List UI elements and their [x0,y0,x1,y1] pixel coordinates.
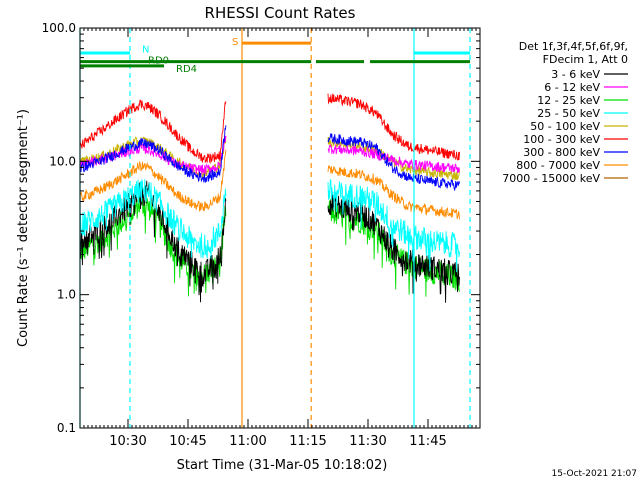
axes: 0.1 1.0 10.0 100.0 10:30 10:45 11:00 11:15 11:30… [42,21,481,449]
plot-frame [79,27,481,429]
legend-entry-label: 25 - 50 keV [537,107,600,120]
legend-entry-label: 3 - 6 keV [551,68,600,81]
series-800-7000-kev-segment-1 [79,149,227,212]
x-tick-label: 10:45 [169,434,206,449]
legend-header-line-1: Det 1f,3f,4f,5f,6f,9f, [519,40,628,53]
series-300-800-kev-segment-1 [79,125,227,183]
series-3-6-kev-segment-2 [327,192,460,303]
footer-timestamp: 15-Oct-2021 21:07 [552,469,637,479]
flag-label-n: N [142,45,149,56]
series-800-7000-kev-segment-2 [327,165,460,220]
flag-label-s: S [232,37,238,48]
series-300-800-kev-segment-2 [327,133,460,192]
x-tick-label: 11:45 [409,434,446,449]
series-25-50-kev-segment-2 [327,179,460,273]
legend-entry-label: 800 - 7000 keV [516,159,600,172]
series-25-50-kev-segment-1 [79,179,227,259]
y-tick-label: 0.1 [57,421,76,435]
x-tick-label: 11:15 [289,434,326,449]
flag-label-rd0: RD0 [148,56,169,67]
series-100-300-kev-segment-1 [79,99,227,165]
y-tick-label: 100.0 [42,21,76,35]
legend-entry-label: 300 - 800 keV [523,146,600,159]
series-12-25-kev-segment-2 [327,198,460,297]
x-axis-label: Start Time (31-Mar-05 10:18:02) [177,458,388,473]
y-axis-label: Count Rate (s⁻¹ detector segment⁻¹) [16,109,31,347]
flag-label-rd4: RD4 [176,64,197,75]
legend-entry-label: 50 - 100 keV [530,120,600,133]
series-3-6-kev-segment-1 [79,180,227,303]
legend-entry-label: 7000 - 15000 keV [502,172,600,185]
plot-area: N S RD0 RD4 [79,28,471,428]
y-tick-label: 10.0 [49,154,76,168]
series-100-300-kev-segment-2 [327,93,460,161]
legend: Det 1f,3f,4f,5f,6f,9f,FDecim 1, Att 0 3 -… [502,40,628,185]
series-6-12-kev-segment-2 [327,143,460,173]
legend-entry-label: 6 - 12 keV [544,81,600,94]
x-tick-label: 11:30 [349,434,386,449]
legend-entry-label: 100 - 300 keV [523,133,600,146]
x-tick-label: 11:00 [229,434,266,449]
legend-entry-label: 12 - 25 keV [537,94,600,107]
chart-title: RHESSI Count Rates [205,4,356,22]
legend-header-line-2: FDecim 1, Att 0 [543,53,628,66]
x-tick-label: 10:30 [109,434,146,449]
y-tick-label: 1.0 [57,288,76,302]
